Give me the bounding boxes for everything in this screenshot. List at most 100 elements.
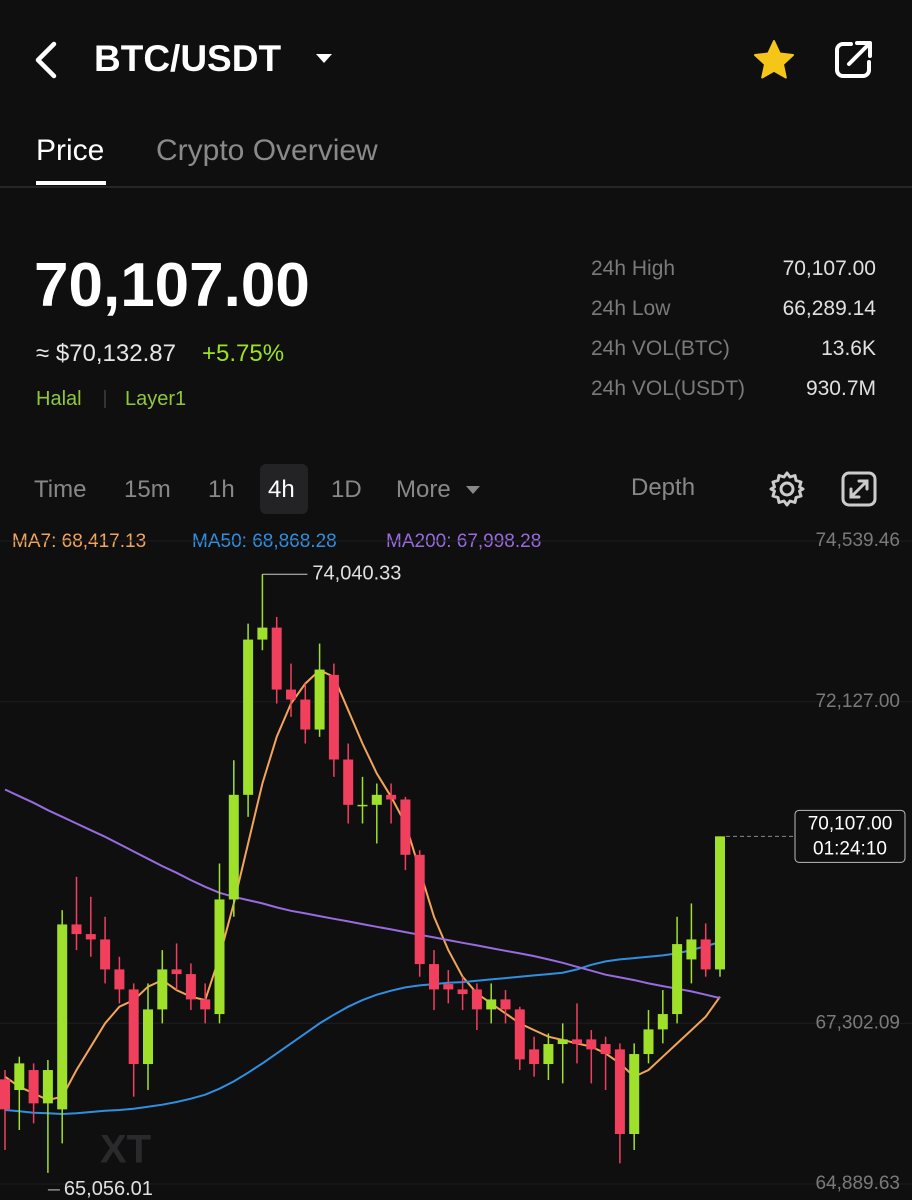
interval-tab[interactable]: 15m	[124, 476, 171, 503]
divider	[0, 186, 912, 188]
candle-body	[686, 939, 697, 960]
interval-tab[interactable]: 1h	[208, 476, 235, 503]
stat-label: 24h VOL(USDT)	[591, 377, 746, 400]
pair-title[interactable]: BTC/USDT	[94, 38, 282, 79]
candle-body	[42, 1070, 53, 1104]
y-tick-label: 74,539.46	[815, 530, 900, 551]
candle-body	[57, 924, 68, 1110]
candlestick-chart: XT 74,539.46 72,127.00 67,302.09 64,889.63 7…	[0, 530, 912, 1200]
candle-body	[657, 1014, 668, 1030]
interval-tab[interactable]: Time	[34, 476, 87, 503]
interval-selected-bg	[260, 464, 308, 514]
candle-body	[529, 1049, 540, 1065]
stat-label: 24h High	[591, 257, 676, 280]
y-tick-label: 67,302.09	[815, 1012, 900, 1033]
candle-body	[629, 1054, 640, 1135]
candle-body	[614, 1049, 625, 1135]
candle-body	[300, 699, 311, 730]
favorite-star[interactable]	[751, 38, 797, 82]
ma-line	[4, 669, 721, 1102]
candle-body	[371, 794, 382, 805]
usd-price: ≈ $70,132.87	[36, 340, 176, 367]
stat-label: 24h VOL(BTC)	[591, 337, 730, 360]
candle-body	[243, 639, 254, 795]
candle-body	[672, 944, 683, 1015]
depth-tab[interactable]: Depth	[631, 474, 696, 501]
candle-body	[286, 689, 296, 700]
candle-body	[457, 989, 468, 995]
tab-overview[interactable]: Crypto Overview	[156, 134, 378, 167]
candle-body	[700, 939, 711, 970]
stat-value: 70,107.00	[782, 257, 876, 280]
high-label: 74,040.33	[312, 563, 401, 585]
stat-value: 66,289.14	[782, 297, 876, 320]
low-label: 65,056.01	[64, 1178, 153, 1200]
candle-body	[71, 924, 82, 935]
candle-body	[185, 974, 196, 1000]
y-tick-label: 64,889.63	[815, 1173, 900, 1194]
candle-body	[228, 794, 239, 900]
candle-body	[214, 899, 225, 1015]
stat-value: 930.7M	[805, 377, 876, 400]
candle-body	[14, 1063, 25, 1091]
share-button[interactable]	[833, 38, 875, 80]
candle-body	[157, 969, 168, 1010]
candle-body	[386, 794, 397, 800]
tag[interactable]: Layer1	[125, 388, 187, 410]
interval-tab[interactable]: 4h	[268, 476, 295, 503]
watermark: XT	[100, 1128, 151, 1172]
more-caret	[466, 486, 480, 494]
candle-body	[314, 669, 325, 730]
ma-line	[4, 788, 721, 1000]
y-tick-label: 72,127.00	[815, 691, 900, 712]
interval-tab[interactable]: 1D	[331, 476, 362, 503]
candle-body	[414, 854, 425, 965]
last-price-label: 70,107.00	[808, 813, 893, 834]
candle-body	[557, 1039, 568, 1045]
interval-tab[interactable]: More	[396, 476, 451, 503]
candle-body	[586, 1039, 597, 1050]
countdown-label: 01:24:10	[813, 838, 887, 859]
candle-body	[572, 1039, 582, 1045]
last-price-box	[794, 809, 906, 863]
tab-underline	[36, 181, 106, 185]
ma-line	[4, 941, 721, 1116]
candle-body	[643, 1029, 654, 1055]
stat-label: 24h Low	[591, 297, 671, 320]
candle-body	[271, 627, 282, 690]
candle-body	[715, 836, 725, 970]
tab-price[interactable]: Price	[36, 134, 105, 167]
back-button[interactable]	[30, 40, 64, 80]
candle-body	[443, 984, 454, 990]
candle-body	[257, 627, 268, 640]
candle-body	[429, 964, 439, 990]
candle-body	[486, 999, 497, 1010]
candle-body	[600, 1044, 611, 1055]
candle-body	[143, 1009, 153, 1065]
pair-dropdown[interactable]	[314, 52, 334, 66]
candle-body	[171, 969, 182, 975]
candle-body	[85, 934, 96, 940]
candle-body	[128, 989, 139, 1065]
candle-body	[200, 999, 211, 1010]
candle-body	[471, 989, 482, 1010]
candle-body	[328, 674, 339, 760]
price-change: +5.75%	[202, 340, 285, 367]
tag-separator	[104, 390, 106, 408]
candle-body	[100, 939, 111, 970]
candle-body	[343, 759, 354, 805]
last-price: 70,107.00	[34, 251, 310, 320]
candle-body	[514, 1009, 525, 1060]
candle-body	[500, 999, 511, 1010]
settings-button[interactable]	[768, 470, 806, 508]
candle-body	[357, 804, 368, 807]
candle-body	[114, 969, 125, 990]
candle-body	[28, 1070, 39, 1104]
fullscreen-button[interactable]	[840, 470, 878, 508]
candle-body	[400, 799, 411, 855]
stat-value: 13.6K	[821, 337, 876, 360]
tag[interactable]: Halal	[36, 388, 82, 410]
candle-body	[0, 1079, 10, 1110]
